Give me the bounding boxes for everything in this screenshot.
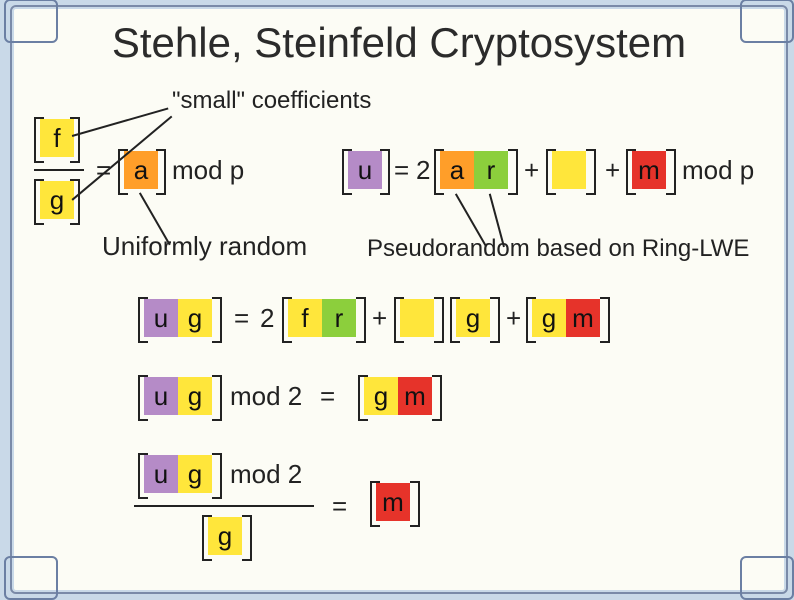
cell-m: m: [376, 483, 410, 521]
bracket: [356, 297, 366, 343]
bracket: [432, 375, 442, 421]
cell-m: m: [632, 151, 666, 189]
cell-g: g: [178, 455, 212, 493]
bracket: [490, 297, 500, 343]
bracket: [242, 515, 252, 561]
connector-line: [72, 107, 169, 136]
cell-g: g: [208, 517, 242, 555]
label-mod-p: mod p: [682, 155, 754, 186]
equals-sign: =: [332, 491, 347, 522]
cell-g: g: [532, 299, 566, 337]
cell-m: m: [398, 377, 432, 415]
cell-g: g: [40, 181, 74, 219]
bracket: [212, 375, 222, 421]
cell-r: r: [474, 151, 508, 189]
cell-g: g: [456, 299, 490, 337]
label-mod-p: mod p: [172, 155, 244, 186]
fraction-bar: [134, 505, 314, 507]
cell-u: u: [144, 377, 178, 415]
bracket: [212, 297, 222, 343]
bracket: [666, 149, 676, 195]
cell-r: r: [322, 299, 356, 337]
corner-decoration: [4, 556, 58, 600]
label-two: 2: [260, 303, 274, 334]
equals-sign: =: [320, 381, 335, 412]
equals-sign: =: [394, 155, 409, 186]
cell-blank-yellow: [552, 151, 586, 189]
cell-u: u: [348, 151, 382, 189]
cell-f: f: [40, 119, 74, 157]
cell-m: m: [566, 299, 600, 337]
bracket: [508, 149, 518, 195]
cell-f: f: [288, 299, 322, 337]
cell-blank-yellow: [400, 299, 434, 337]
bracket: [410, 481, 420, 527]
bracket: [212, 453, 222, 499]
cell-g: g: [364, 377, 398, 415]
cell-a: a: [124, 151, 158, 189]
label-pseudorandom: Pseudorandom based on Ring-LWE: [367, 235, 749, 263]
equals-sign: =: [234, 303, 249, 334]
cell-g: g: [178, 299, 212, 337]
label-mod-2: mod 2: [230, 459, 302, 490]
label-small-coefficients: "small" coefficients: [172, 87, 371, 115]
cell-g: g: [178, 377, 212, 415]
cell-a: a: [440, 151, 474, 189]
page-title: Stehle, Steinfeld Cryptosystem: [12, 19, 786, 67]
bracket: [434, 297, 444, 343]
cell-u: u: [144, 455, 178, 493]
label-uniform: Uniformly random: [102, 231, 307, 262]
plus-sign: +: [605, 155, 620, 186]
fraction-bar: [34, 169, 84, 171]
slide: Stehle, Steinfeld Cryptosystem "small" c…: [10, 5, 788, 594]
corner-decoration: [740, 556, 794, 600]
label-mod-2: mod 2: [230, 381, 302, 412]
label-two: 2: [416, 155, 430, 186]
plus-sign: +: [506, 303, 521, 334]
plus-sign: +: [524, 155, 539, 186]
bracket: [586, 149, 596, 195]
bracket: [600, 297, 610, 343]
cell-u: u: [144, 299, 178, 337]
plus-sign: +: [372, 303, 387, 334]
